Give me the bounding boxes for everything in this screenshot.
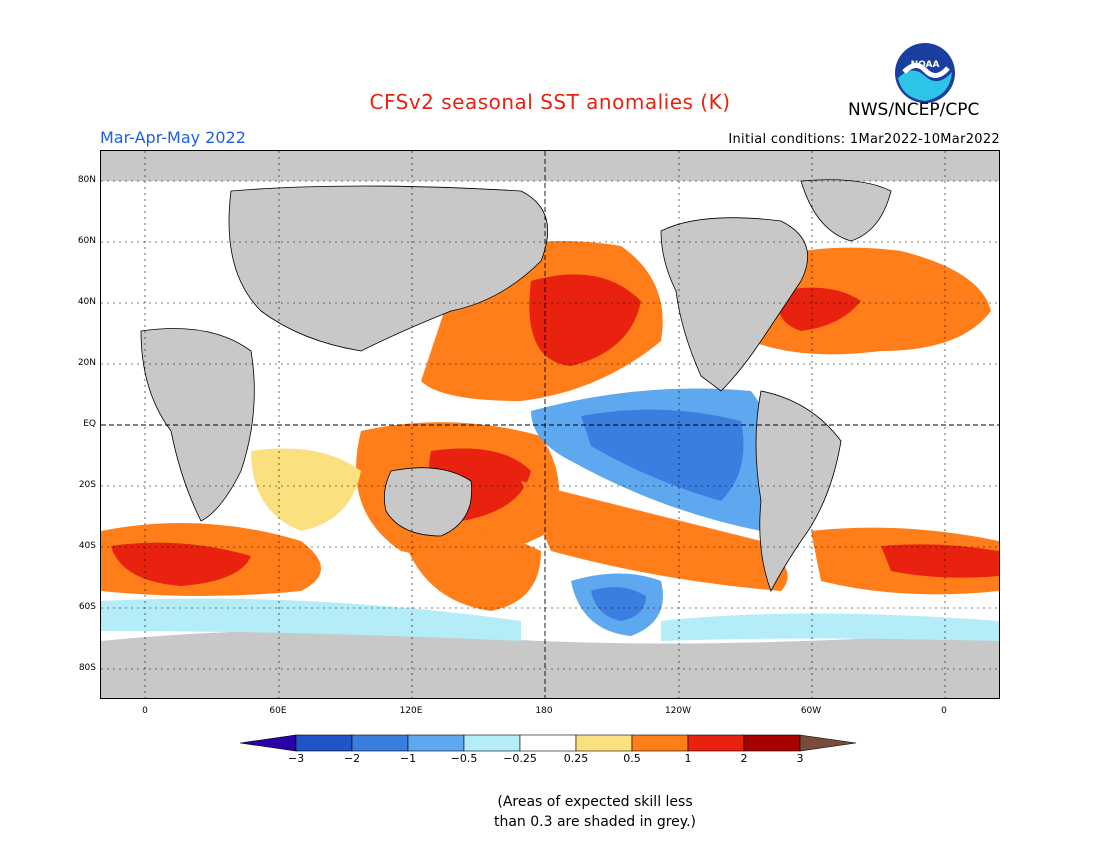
- lon-label-60e: 60E: [269, 706, 287, 716]
- colorbar-tick-label: −0.25: [503, 752, 537, 765]
- lat-label-eq: EQ: [83, 419, 96, 429]
- colorbar-arrow-right: [799, 734, 857, 752]
- reference-lines: [101, 151, 999, 698]
- colorbar-tick-label: 0.25: [563, 752, 589, 765]
- lat-label-80s: 80S: [78, 663, 96, 673]
- lat-label-60n: 60N: [77, 236, 96, 246]
- colorbar-tick-label: 2: [740, 752, 748, 765]
- colorbar-tick-label: 1: [684, 752, 692, 765]
- lon-label-180: 180: [535, 706, 553, 716]
- map-canvas: [101, 151, 999, 698]
- skill-note: (Areas of expected skill less than 0.3 a…: [450, 792, 740, 832]
- lon-label-60w: 60W: [800, 706, 822, 716]
- map-title: CFSv2 seasonal SST anomalies (K): [369, 90, 731, 114]
- lat-label-80n: 80N: [77, 175, 96, 185]
- arctic-land: [101, 151, 999, 181]
- lat-label-20s: 20S: [78, 480, 96, 490]
- sst-anomaly-map: [100, 150, 1000, 699]
- colorbar-box: [351, 734, 409, 752]
- skill-note-line-2: than 0.3 are shaded in grey.): [493, 814, 696, 830]
- lat-label-20n: 20N: [77, 358, 96, 368]
- colorbar-box: [295, 734, 353, 752]
- colorbar-box: [575, 734, 633, 752]
- continents: [140, 179, 892, 592]
- lon-label-0-east: 0: [941, 706, 947, 716]
- colorbar-arrow-left: [239, 734, 297, 752]
- colorbar-box: [463, 734, 521, 752]
- colorbar-box: [743, 734, 801, 752]
- lon-label-120e: 120E: [399, 706, 423, 716]
- season-label: Mar-Apr-May 2022: [100, 128, 246, 147]
- colorbar-box: [687, 734, 745, 752]
- colorbar-box: [631, 734, 689, 752]
- antarctica-land: [101, 630, 999, 698]
- colorbar-tick-label: −1: [399, 752, 417, 765]
- colorbar-tick-label: −0.5: [450, 752, 478, 765]
- svg-text:NOAA: NOAA: [911, 60, 940, 70]
- colorbar-tick-label: 3: [796, 752, 804, 765]
- lon-label-120w: 120W: [664, 706, 692, 716]
- colorbar-tick-label: −3: [287, 752, 305, 765]
- graticule: [101, 151, 999, 698]
- colorbar-box: [407, 734, 465, 752]
- agency-label: NWS/NCEP/CPC: [848, 100, 980, 120]
- lat-label-40s: 40S: [78, 541, 96, 551]
- colorbar-tick-label: 0.5: [623, 752, 641, 765]
- lon-label-0: 0: [142, 706, 148, 716]
- lat-label-60s: 60S: [78, 602, 96, 612]
- initial-conditions-label: Initial conditions: 1Mar2022-10Mar2022: [728, 132, 1000, 147]
- skill-note-line-1: (Areas of expected skill less: [497, 794, 693, 810]
- noaa-logo: NOAA: [894, 42, 956, 108]
- lat-label-40n: 40N: [77, 297, 96, 307]
- colorbar: [239, 734, 862, 756]
- colorbar-tick-label: −2: [343, 752, 361, 765]
- colorbar-box: [519, 734, 577, 752]
